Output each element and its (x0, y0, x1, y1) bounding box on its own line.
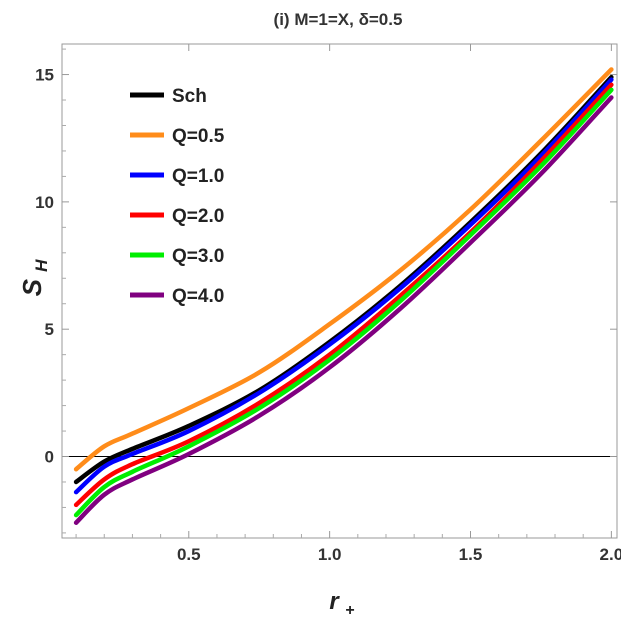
series-line-q-2-0 (73, 82, 614, 508)
legend-label-sch: Sch (172, 86, 207, 107)
x-tick-label: 1.0 (318, 545, 342, 564)
x-axis-label-sub: + (345, 602, 354, 619)
x-axis-label: r + (329, 588, 354, 619)
legend-label-q-3-0: Q=3.0 (172, 246, 224, 267)
x-axis-label-main: r (329, 588, 340, 615)
legend-label-q-0-5: Q=0.5 (172, 126, 225, 147)
svg-text:r +: r + (329, 588, 354, 619)
y-tick-label: 15 (35, 66, 54, 85)
series-line-q-3-0 (73, 87, 614, 518)
y-axis-label-main: S (17, 278, 47, 296)
series-line-q-1-0 (73, 77, 614, 495)
y-tick-label: 0 (45, 448, 54, 467)
series-line-q-4-0 (73, 95, 614, 525)
x-tick-label: 1.5 (459, 545, 483, 564)
svg-text:S H: S H (17, 259, 51, 297)
chart-title: (i) M=1=X, δ=0.5 (274, 10, 403, 29)
y-axis-label: S H (17, 259, 51, 297)
y-tick-label: 5 (45, 320, 54, 339)
x-tick-label: 0.5 (177, 545, 201, 564)
series-line-q-0-5 (73, 67, 614, 472)
plot-frame (61, 43, 618, 539)
legend-label-q-1-0: Q=1.0 (172, 166, 224, 187)
y-axis-label-sub: H (32, 259, 51, 272)
x-tick-label: 2.0 (600, 545, 621, 564)
legend-label-q-4-0: Q=4.0 (172, 286, 224, 307)
legend-label-q-2-0: Q=2.0 (172, 206, 224, 227)
y-tick-label: 10 (35, 193, 54, 212)
